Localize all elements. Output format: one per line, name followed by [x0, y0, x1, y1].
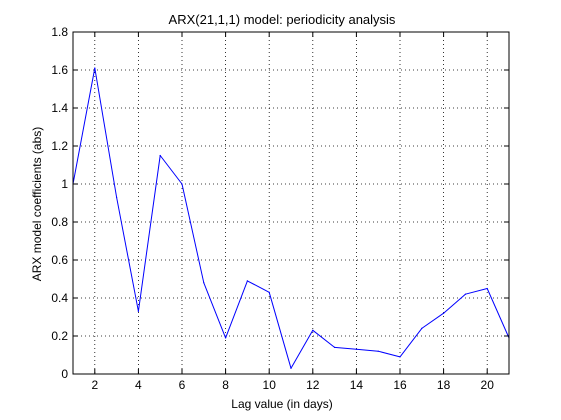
- x-tick-label: 20: [481, 378, 495, 392]
- y-tick-label: 0.4: [51, 291, 68, 305]
- series-line-segment: [421, 312, 445, 329]
- x-tick-label: 12: [306, 378, 320, 392]
- y-tick-label: 1: [61, 177, 68, 191]
- series-line-segment: [399, 327, 423, 358]
- series-line-segment: [116, 196, 139, 312]
- data-point: [159, 154, 161, 157]
- series-line-segment: [355, 348, 379, 352]
- y-tick-label: 1.2: [51, 139, 68, 153]
- series-line-segment: [225, 280, 248, 339]
- chart-title: ARX(21,1,1) model: periodicity analysis: [169, 12, 396, 27]
- data-point: [137, 310, 139, 312]
- data-point: [246, 280, 248, 282]
- series-line-segment: [334, 346, 357, 350]
- y-tick-label: 0: [61, 367, 68, 381]
- data-point: [443, 312, 445, 314]
- data-point: [486, 287, 488, 290]
- y-tick-label: 0.6: [51, 253, 68, 267]
- series-line-segment: [377, 350, 401, 358]
- data-point: [421, 327, 423, 329]
- data-point: [94, 67, 96, 69]
- x-tick-label: 10: [263, 378, 277, 392]
- x-axis-label: Lag value (in days): [231, 397, 332, 411]
- data-point: [225, 337, 227, 339]
- data-point: [116, 196, 118, 198]
- axes-box: [72, 31, 510, 375]
- y-tick-label: 1.6: [51, 63, 68, 77]
- series-line-segment: [72, 67, 96, 185]
- data-point: [399, 356, 401, 358]
- series-line-segment: [181, 183, 205, 284]
- x-tick-label: 4: [135, 378, 142, 392]
- x-tick-label: 8: [222, 378, 229, 392]
- y-tick-label: 0.2: [51, 329, 68, 343]
- x-tick-label: 14: [350, 378, 364, 392]
- y-axis-ticks: 0 0.2 0.4 0.6 0.8 1 1.2 1.4 1.6 1.8: [51, 25, 509, 381]
- series-line-segment: [203, 282, 227, 339]
- data-point: [181, 183, 183, 185]
- series-line-segment: [443, 293, 466, 314]
- x-tick-label: 16: [393, 378, 407, 392]
- y-tick-label: 1.4: [51, 101, 68, 115]
- series-line-segment: [486, 288, 510, 339]
- data-point: [290, 367, 292, 369]
- data-point: [312, 329, 314, 331]
- data-series: [72, 67, 510, 369]
- data-point: [377, 350, 379, 352]
- series-line-segment: [268, 291, 292, 369]
- series-line-segment: [137, 155, 161, 312]
- y-tick-label: 1.8: [51, 25, 68, 39]
- x-axis-ticks: 2 4 6 8 10 12 14 16 18 20: [91, 32, 494, 392]
- series-line-segment: [246, 280, 270, 293]
- data-point: [203, 282, 205, 284]
- data-point: [355, 348, 357, 350]
- y-tick-label: 0.8: [51, 215, 68, 229]
- plot-area: [73, 32, 509, 374]
- data-point: [268, 291, 270, 293]
- data-point: [334, 346, 336, 348]
- data-point: [464, 293, 466, 295]
- x-tick-label: 6: [179, 378, 186, 392]
- x-tick-label: 2: [91, 378, 98, 392]
- y-axis-label: ARX model coefficients (abs): [30, 127, 44, 282]
- x-tick-label: 18: [437, 378, 451, 392]
- series-line-segment: [312, 329, 336, 348]
- series-line-segment: [159, 155, 183, 185]
- series-line-segment: [94, 67, 118, 198]
- series-line-segment: [290, 329, 314, 369]
- series-line-segment: [464, 288, 488, 295]
